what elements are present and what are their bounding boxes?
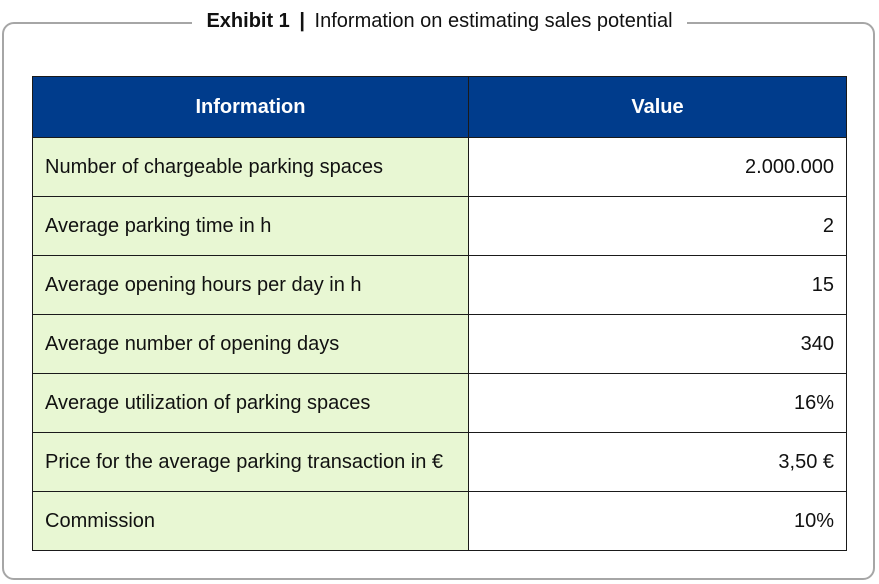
table-row: Number of chargeable parking spaces 2.00…	[32, 137, 847, 197]
table-row: Average opening hours per day in h 15	[32, 255, 847, 315]
row-value: 3,50 €	[468, 432, 847, 492]
exhibit-separator: |	[299, 10, 305, 32]
row-value: 2.000.000	[468, 137, 847, 197]
row-label: Average parking time in h	[32, 196, 469, 256]
exhibit-caption: Exhibit 1 | Information on estimating sa…	[0, 8, 879, 34]
table-row: Price for the average parking transactio…	[32, 432, 847, 492]
row-label: Price for the average parking transactio…	[32, 432, 469, 492]
row-value: 16%	[468, 373, 847, 433]
table-row: Average parking time in h 2	[32, 196, 847, 256]
row-label: Average opening hours per day in h	[32, 255, 469, 315]
row-label: Average utilization of parking spaces	[32, 373, 469, 433]
header-value: Value	[468, 76, 847, 138]
row-label: Number of chargeable parking spaces	[32, 137, 469, 197]
row-value: 10%	[468, 491, 847, 551]
table-row: Commission 10%	[32, 491, 847, 551]
row-label: Average number of opening days	[32, 314, 469, 374]
table-row: Average number of opening days 340	[32, 314, 847, 374]
table-row: Average utilization of parking spaces 16…	[32, 373, 847, 433]
exhibit-caption-inner: Exhibit 1 | Information on estimating sa…	[192, 8, 687, 34]
row-value: 15	[468, 255, 847, 315]
row-label: Commission	[32, 491, 469, 551]
information-table: Information Value Number of chargeable p…	[32, 76, 847, 551]
header-information: Information	[32, 76, 469, 138]
exhibit-label: Exhibit 1	[206, 10, 290, 32]
row-value: 2	[468, 196, 847, 256]
table-header-row: Information Value	[32, 76, 847, 138]
row-value: 340	[468, 314, 847, 374]
exhibit-title: Information on estimating sales potentia…	[314, 10, 673, 32]
